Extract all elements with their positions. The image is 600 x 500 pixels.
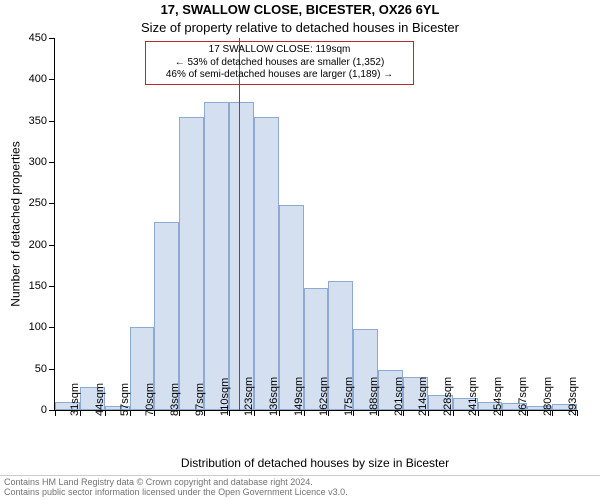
histogram-bar bbox=[179, 117, 204, 410]
y-axis-title-text: Number of detached properties bbox=[9, 141, 23, 306]
x-tick bbox=[552, 410, 553, 416]
x-tick bbox=[328, 410, 329, 416]
x-tick bbox=[80, 410, 81, 416]
annotation-line3: 46% of semi-detached houses are larger (… bbox=[152, 69, 407, 82]
x-tick bbox=[279, 410, 280, 416]
histogram-bar bbox=[229, 102, 254, 410]
footer-attribution: Contains HM Land Registry data © Crown c… bbox=[0, 475, 600, 500]
x-tick bbox=[204, 410, 205, 416]
y-tick-label: 300 bbox=[29, 156, 55, 168]
x-tick bbox=[527, 410, 528, 416]
y-tick-label: 0 bbox=[41, 404, 55, 416]
x-axis-title: Distribution of detached houses by size … bbox=[54, 456, 576, 470]
x-tick bbox=[179, 410, 180, 416]
annotation-box: 17 SWALLOW CLOSE: 119sqm ← 53% of detach… bbox=[145, 41, 414, 85]
x-tick bbox=[229, 410, 230, 416]
x-tick bbox=[577, 410, 578, 416]
x-tick bbox=[502, 410, 503, 416]
x-tick bbox=[403, 410, 404, 416]
histogram-bar bbox=[254, 117, 279, 410]
y-tick-label: 150 bbox=[29, 280, 55, 292]
chart-container: 17, SWALLOW CLOSE, BICESTER, OX26 6YL Si… bbox=[0, 0, 600, 500]
chart-title-description: Size of property relative to detached ho… bbox=[0, 20, 600, 35]
x-tick bbox=[130, 410, 131, 416]
x-tick bbox=[378, 410, 379, 416]
bars-layer bbox=[55, 38, 577, 410]
y-tick-label: 350 bbox=[29, 115, 55, 127]
x-tick bbox=[154, 410, 155, 416]
x-tick bbox=[55, 410, 56, 416]
x-tick bbox=[304, 410, 305, 416]
annotation-line2: ← 53% of detached houses are smaller (1,… bbox=[152, 57, 407, 70]
y-tick-label: 50 bbox=[35, 363, 55, 375]
y-tick-label: 400 bbox=[29, 73, 55, 85]
x-tick bbox=[478, 410, 479, 416]
histogram-bar bbox=[154, 222, 179, 410]
x-tick bbox=[353, 410, 354, 416]
x-tick bbox=[428, 410, 429, 416]
footer-line2: Contains public sector information licen… bbox=[4, 488, 596, 498]
x-tick bbox=[453, 410, 454, 416]
x-tick bbox=[105, 410, 106, 416]
annotation-line1: 17 SWALLOW CLOSE: 119sqm bbox=[152, 44, 407, 57]
y-tick-label: 100 bbox=[29, 321, 55, 333]
histogram-bar bbox=[204, 102, 229, 410]
chart-title-address: 17, SWALLOW CLOSE, BICESTER, OX26 6YL bbox=[0, 2, 600, 17]
x-tick bbox=[254, 410, 255, 416]
plot-area: 17 SWALLOW CLOSE: 119sqm ← 53% of detach… bbox=[54, 38, 577, 411]
reference-line bbox=[239, 38, 240, 410]
y-tick-label: 250 bbox=[29, 197, 55, 209]
y-tick-label: 450 bbox=[29, 32, 55, 44]
y-tick-label: 200 bbox=[29, 239, 55, 251]
y-axis-title: Number of detached properties bbox=[8, 38, 24, 410]
